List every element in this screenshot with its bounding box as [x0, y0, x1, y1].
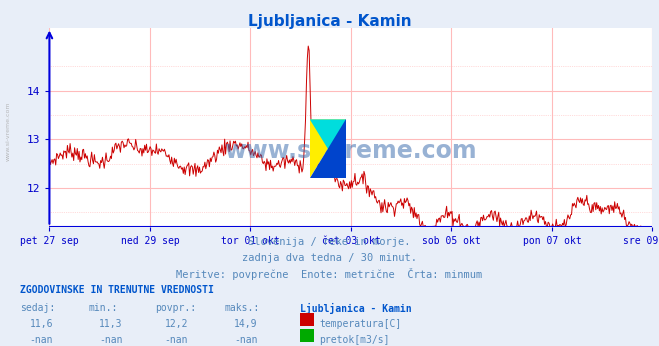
- Text: -nan: -nan: [234, 335, 258, 345]
- Text: Meritve: povprečne  Enote: metrične  Črta: minmum: Meritve: povprečne Enote: metrične Črta:…: [177, 268, 482, 280]
- Polygon shape: [310, 119, 346, 178]
- Text: ZGODOVINSKE IN TRENUTNE VREDNOSTI: ZGODOVINSKE IN TRENUTNE VREDNOSTI: [20, 285, 214, 295]
- Text: -nan: -nan: [30, 335, 53, 345]
- Text: temperatura[C]: temperatura[C]: [320, 319, 402, 329]
- Text: 11,6: 11,6: [30, 319, 53, 329]
- Text: www.si-vreme.com: www.si-vreme.com: [225, 139, 477, 163]
- Text: 12,2: 12,2: [165, 319, 188, 329]
- Text: 14,9: 14,9: [234, 319, 258, 329]
- Text: povpr.:: povpr.:: [155, 303, 196, 313]
- Text: min.:: min.:: [89, 303, 119, 313]
- Text: zadnja dva tedna / 30 minut.: zadnja dva tedna / 30 minut.: [242, 253, 417, 263]
- Polygon shape: [310, 119, 346, 178]
- Text: Ljubljanica - Kamin: Ljubljanica - Kamin: [248, 14, 411, 29]
- Text: pretok[m3/s]: pretok[m3/s]: [320, 335, 390, 345]
- Text: www.si-vreme.com: www.si-vreme.com: [5, 102, 11, 161]
- Text: maks.:: maks.:: [224, 303, 259, 313]
- Text: Ljubljanica - Kamin: Ljubljanica - Kamin: [300, 303, 411, 314]
- Text: Slovenija / reke in morje.: Slovenija / reke in morje.: [248, 237, 411, 247]
- Text: sedaj:: sedaj:: [20, 303, 55, 313]
- Text: -nan: -nan: [99, 335, 123, 345]
- Text: -nan: -nan: [165, 335, 188, 345]
- Text: 11,3: 11,3: [99, 319, 123, 329]
- Polygon shape: [310, 119, 346, 178]
